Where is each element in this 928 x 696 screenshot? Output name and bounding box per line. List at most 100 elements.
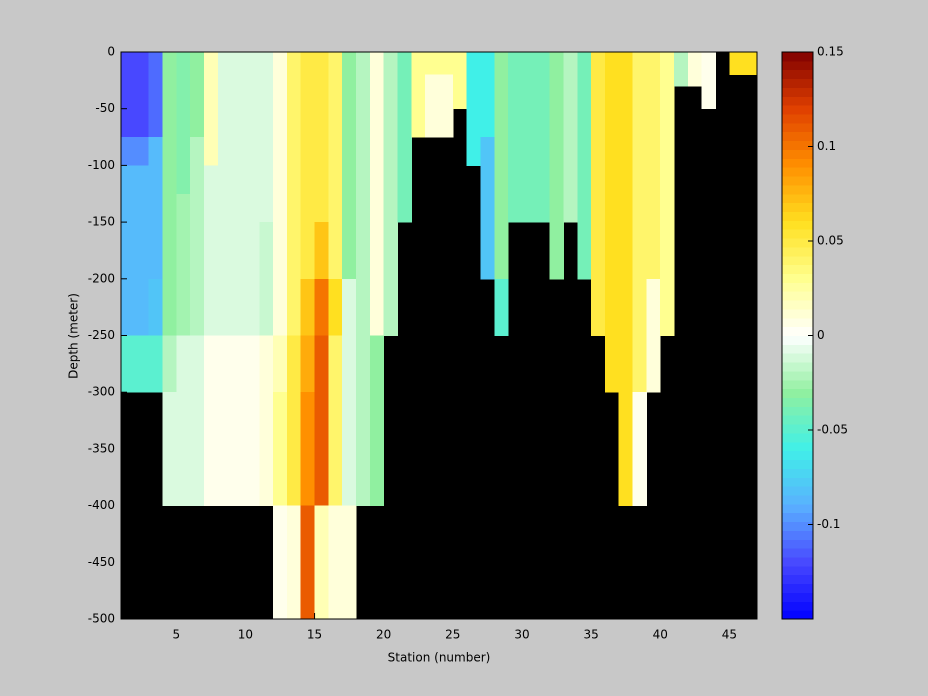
heatmap-cell xyxy=(369,63,385,76)
heatmap-cell xyxy=(162,74,177,87)
heatmap-cell xyxy=(148,86,163,110)
heatmap-cell xyxy=(646,165,661,195)
heatmap-cell xyxy=(701,74,717,87)
heatmap-cell xyxy=(176,52,191,64)
heatmap-cell xyxy=(369,392,385,507)
heatmap-cell xyxy=(121,335,136,393)
heatmap-cell xyxy=(190,193,205,223)
heatmap-cell xyxy=(494,193,509,223)
heatmap-cell xyxy=(342,505,357,620)
colorbar-segment xyxy=(782,335,813,345)
heatmap-cell xyxy=(121,278,136,336)
heatmap-cell xyxy=(356,52,371,64)
heatmap-cell xyxy=(604,63,620,76)
colorbar-segment xyxy=(782,415,813,425)
heatmap-cell xyxy=(577,165,592,195)
colorbar-segment xyxy=(782,229,813,239)
heatmap-cell xyxy=(328,52,343,64)
heatmap-cell xyxy=(286,52,302,64)
heatmap-cell xyxy=(521,137,537,166)
heatmap-cell xyxy=(369,86,385,110)
heatmap-cell xyxy=(190,278,205,336)
heatmap-cell xyxy=(674,63,689,76)
heatmap-cell xyxy=(425,74,440,87)
heatmap-cell xyxy=(397,74,412,87)
heatmap-cell xyxy=(591,63,606,76)
colorbar-segment xyxy=(782,574,813,585)
colorbar-segment xyxy=(782,494,813,505)
heatmap-cell xyxy=(452,74,468,87)
heatmap-cell xyxy=(203,222,219,280)
heatmap-cell xyxy=(646,108,661,138)
heatmap-cell xyxy=(660,193,675,223)
colorbar-segment xyxy=(782,273,813,283)
heatmap-cell xyxy=(300,505,316,620)
heatmap-cell xyxy=(342,52,357,64)
heatmap-cell xyxy=(425,63,440,76)
heatmap-cell xyxy=(176,108,191,138)
heatmap-cell xyxy=(632,137,647,166)
heatmap-cell xyxy=(577,222,592,280)
colorbar-segment xyxy=(782,512,813,523)
heatmap-cell xyxy=(618,392,634,507)
heatmap-cell xyxy=(480,52,495,64)
y-tick-label: -200 xyxy=(88,271,115,285)
heatmap-cell xyxy=(328,74,343,87)
heatmap-cell xyxy=(618,74,634,87)
heatmap-cell xyxy=(190,63,205,76)
heatmap-cell xyxy=(577,74,592,87)
heatmap-cell xyxy=(217,165,233,195)
heatmap-cell xyxy=(660,86,675,110)
heatmap-cell xyxy=(259,63,274,76)
heatmap-cell xyxy=(660,137,675,166)
heatmap-cell xyxy=(563,63,578,76)
heatmap-cell xyxy=(162,193,177,223)
heatmap-cell xyxy=(549,222,564,280)
heatmap-cell xyxy=(397,52,412,64)
y-tick-label: -300 xyxy=(88,385,115,399)
colorbar-segment xyxy=(782,601,813,611)
heatmap-cell xyxy=(203,278,219,336)
heatmap-cell xyxy=(217,63,233,76)
heatmap-cell xyxy=(217,392,233,507)
y-tick-label: -250 xyxy=(88,328,115,342)
heatmap-cell xyxy=(328,86,343,110)
heatmap-cell xyxy=(328,137,343,166)
heatmap-cell xyxy=(383,86,399,110)
heatmap-cell xyxy=(286,74,302,87)
heatmap-cell xyxy=(259,108,274,138)
heatmap-cell xyxy=(342,193,357,223)
heatmap-cell xyxy=(632,108,647,138)
heatmap-cell xyxy=(577,108,592,138)
heatmap-cell xyxy=(521,52,537,64)
heatmap-cell xyxy=(190,74,205,87)
heatmap-cell xyxy=(231,278,246,336)
heatmap-cell xyxy=(245,392,260,507)
heatmap-cell xyxy=(314,222,329,280)
heatmap-cell xyxy=(591,86,606,110)
colorbar-tick-label: 0.1 xyxy=(817,139,836,153)
heatmap-cell xyxy=(604,165,620,195)
y-tick-label: -400 xyxy=(88,498,115,512)
colorbar-segment xyxy=(782,548,813,558)
heatmap-cell xyxy=(273,108,288,138)
heatmap-cell xyxy=(217,193,233,223)
heatmap-cell xyxy=(314,193,329,223)
heatmap-cell xyxy=(190,335,205,393)
heatmap-cell xyxy=(577,193,592,223)
heatmap-cell xyxy=(245,108,260,138)
heatmap-cell xyxy=(217,108,233,138)
heatmap-cell xyxy=(646,74,661,87)
heatmap-cell xyxy=(646,222,661,280)
heatmap-cell xyxy=(494,63,509,76)
heatmap-cell xyxy=(273,505,288,620)
heatmap-cell xyxy=(369,108,385,138)
colorbar-segment xyxy=(782,556,813,567)
heatmap-cell xyxy=(674,74,689,87)
heatmap-cell xyxy=(300,74,316,87)
heatmap-cell xyxy=(508,165,523,195)
heatmap-cell xyxy=(245,165,260,195)
colorbar-segment xyxy=(782,583,813,593)
heatmap-cell xyxy=(577,52,592,64)
heatmap-cell xyxy=(203,193,219,223)
